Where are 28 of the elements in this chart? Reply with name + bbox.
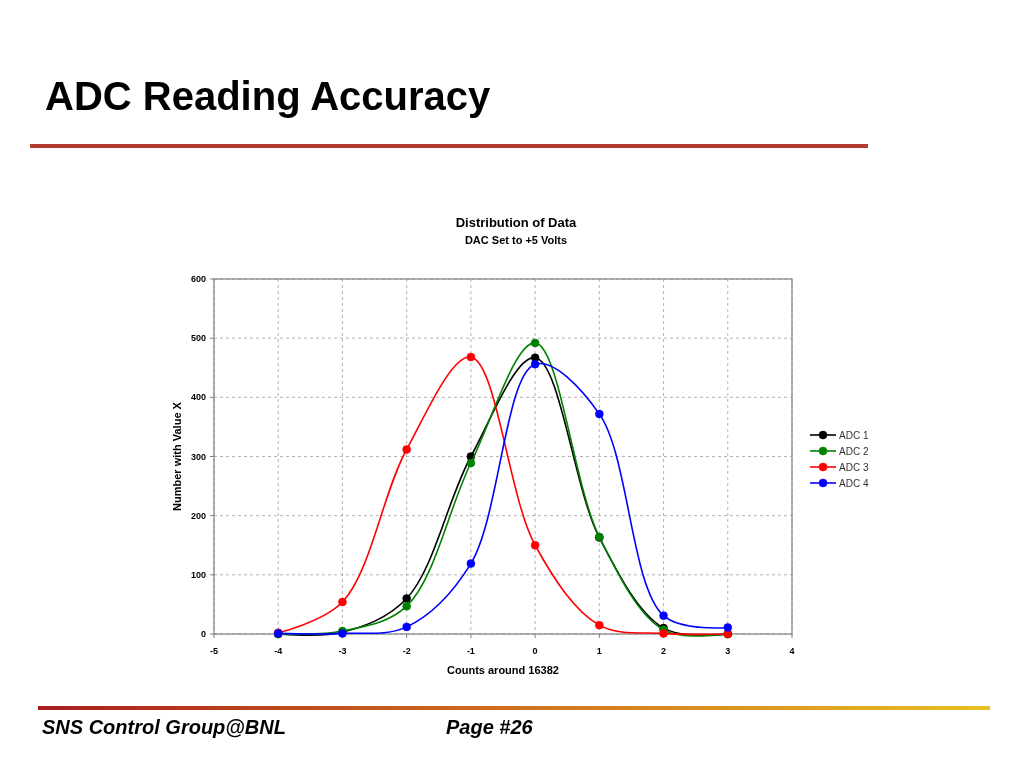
y-tick-label: 600 (190, 274, 206, 284)
y-tick-label: 400 (190, 392, 206, 403)
chart-title: Distribution of Data (455, 215, 578, 230)
y-tick-label: 200 (190, 510, 206, 521)
x-tick-label: -2 (402, 646, 411, 656)
x-axis-title: Counts around 16382 (447, 664, 559, 676)
legend-label: ADC 2 (839, 445, 869, 457)
x-tick-label: -1 (466, 646, 475, 656)
x-tick-label: 2 (661, 646, 667, 656)
y-tick-label: 100 (190, 569, 206, 580)
x-tick-label: -4 (274, 646, 283, 656)
y-tick-label: 500 (190, 333, 206, 344)
chart-subtitle: DAC Set to +5 Volts (464, 234, 568, 246)
x-tick-label: 4 (789, 646, 795, 656)
y-tick-label: 300 (190, 451, 206, 462)
text: SNS Control Group@BNL (42, 716, 286, 738)
legend-label: ADC 4 (839, 477, 869, 489)
x-tick-label: -5 (209, 646, 219, 656)
legend-label: ADC 3 (839, 461, 869, 473)
x-tick-label: 0 (532, 646, 538, 656)
y-axis-title: Number with Value X (171, 401, 183, 511)
x-tick-label: 1 (596, 646, 602, 656)
legend-label: ADC 1 (839, 429, 869, 441)
text: Page #26 (446, 716, 534, 738)
x-tick-label: 3 (725, 646, 731, 656)
x-tick-label: -3 (338, 646, 347, 656)
text: ADC Reading Accuracy (45, 74, 492, 118)
y-tick-label: 0 (200, 629, 206, 639)
